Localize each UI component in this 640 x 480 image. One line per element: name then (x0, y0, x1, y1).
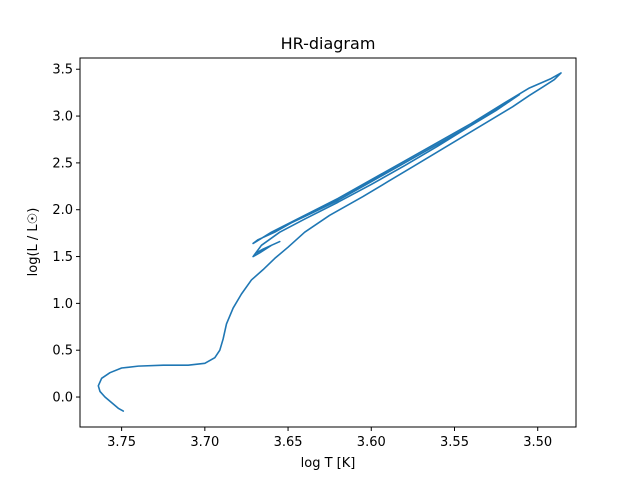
plot-area (97, 72, 562, 412)
chart-title: HR-diagram (281, 34, 376, 53)
axis-ticks: 3.75 3.70 3.65 3.60 3.55 3.50 0.0 0.5 1.0 1.5 2.0 2… (52, 63, 552, 450)
x-tick-label: 3.60 (357, 435, 386, 450)
x-tick-label: 3.70 (190, 435, 219, 450)
evolution-track-line (97, 72, 562, 412)
y-tick-label: 3.0 (52, 110, 73, 125)
y-tick-label: 1.0 (52, 297, 73, 312)
y-tick-label: 0.0 (52, 391, 73, 406)
y-tick-label: 2.0 (52, 203, 73, 218)
y-axis-label: log(L / L☉) (26, 208, 41, 277)
x-tick-label: 3.50 (523, 435, 552, 450)
y-tick-label: 0.5 (52, 344, 73, 359)
x-tick-label: 3.55 (440, 435, 469, 450)
x-tick-label: 3.65 (274, 435, 303, 450)
x-axis-label: log T [K] (301, 456, 356, 471)
x-tick-label: 3.75 (107, 435, 136, 450)
y-tick-label: 1.5 (52, 250, 73, 265)
y-tick-label: 2.5 (52, 156, 73, 171)
axes-frame (79, 57, 577, 428)
y-tick-label: 3.5 (52, 63, 73, 78)
